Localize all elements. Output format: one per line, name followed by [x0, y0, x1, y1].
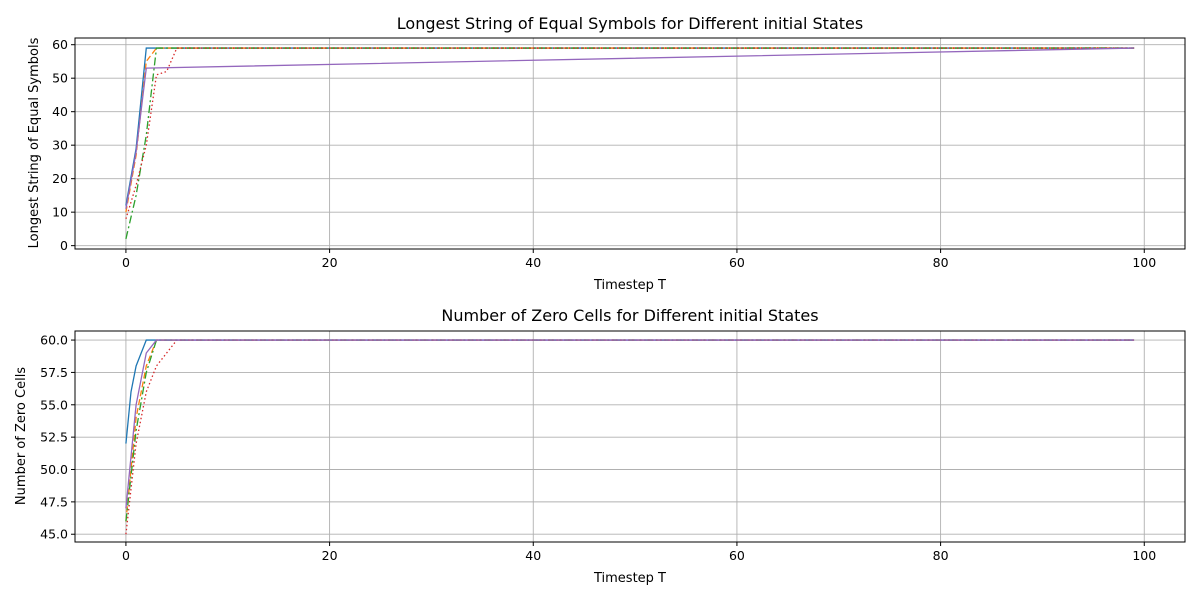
- series-line-1: [125, 339, 1135, 444]
- x-tick-label: 100: [1132, 548, 1156, 563]
- series-line-3: [125, 339, 1135, 522]
- x-tick-label: 0: [122, 255, 130, 270]
- y-tick-label: 57.5: [40, 365, 68, 380]
- x-tick-label: 100: [1132, 255, 1156, 270]
- x-tick-label: 20: [322, 255, 338, 270]
- x-tick-label: 40: [525, 548, 541, 563]
- series-line-2: [125, 339, 1135, 522]
- x-tick-label: 80: [933, 255, 949, 270]
- y-tick-label: 20: [52, 171, 68, 186]
- plot-frame: [74, 330, 1186, 543]
- y-tick-label: 30: [52, 138, 68, 153]
- y-tick-label: 47.5: [40, 494, 68, 509]
- y-tick-label: 60: [52, 37, 68, 52]
- chart-panel-bottom: Number of Zero Cells for Different initi…: [14, 306, 1186, 586]
- plot-frame: [74, 37, 1186, 250]
- y-tick-label: 40: [52, 104, 68, 119]
- series-line-5: [125, 47, 1135, 209]
- x-tick-label: 40: [525, 255, 541, 270]
- x-axis-label: Timestep T: [593, 571, 666, 586]
- series-line-4: [125, 47, 1135, 220]
- x-tick-label: 60: [729, 255, 745, 270]
- y-tick-label: 52.5: [40, 430, 68, 445]
- y-axis-label: Number of Zero Cells: [14, 367, 29, 505]
- series-line-3: [125, 47, 1135, 240]
- y-tick-label: 45.0: [40, 527, 68, 542]
- x-axis-label: Timestep T: [593, 278, 666, 293]
- y-tick-label: 0: [60, 238, 68, 253]
- y-axis-label: Longest String of Equal Symbols: [27, 37, 42, 248]
- series-line-2: [125, 47, 1135, 213]
- y-tick-label: 50.0: [40, 462, 68, 477]
- y-tick-label: 60.0: [40, 333, 68, 348]
- chart-panel-top: Longest String of Equal Symbols for Diff…: [27, 14, 1186, 293]
- y-tick-label: 50: [52, 71, 68, 86]
- x-tick-label: 20: [322, 548, 338, 563]
- x-tick-label: 60: [729, 548, 745, 563]
- y-tick-label: 55.0: [40, 397, 68, 412]
- x-tick-label: 0: [122, 548, 130, 563]
- chart-title: Longest String of Equal Symbols for Diff…: [397, 14, 863, 33]
- x-tick-label: 80: [933, 548, 949, 563]
- y-tick-label: 10: [52, 205, 68, 220]
- series-line-5: [125, 339, 1135, 509]
- chart-title: Number of Zero Cells for Different initi…: [441, 306, 818, 325]
- series-line-1: [125, 47, 1135, 206]
